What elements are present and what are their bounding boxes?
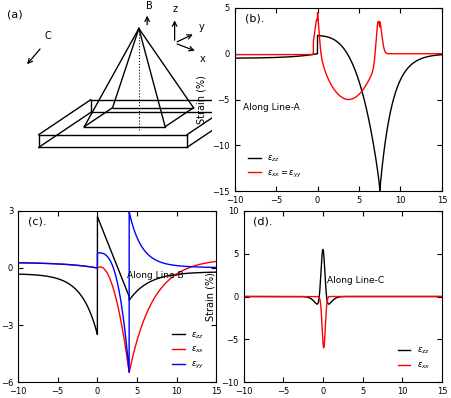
Text: Along Line-B: Along Line-B bbox=[127, 271, 184, 280]
Text: (b).: (b). bbox=[245, 14, 264, 23]
Text: x: x bbox=[199, 54, 205, 64]
Text: z: z bbox=[172, 4, 177, 14]
Text: (a): (a) bbox=[7, 10, 22, 20]
Text: y: y bbox=[198, 22, 204, 32]
Legend: $\varepsilon_{zz}$, $\varepsilon_{xx}$, $\varepsilon_{yy}$: $\varepsilon_{zz}$, $\varepsilon_{xx}$, … bbox=[169, 327, 208, 375]
Text: (c).: (c). bbox=[28, 216, 46, 226]
X-axis label: Z (nm): Z (nm) bbox=[322, 211, 355, 220]
Text: (d).: (d). bbox=[253, 216, 273, 226]
Text: C: C bbox=[45, 31, 51, 41]
Text: Along Line-C: Along Line-C bbox=[327, 276, 384, 285]
Legend: $\varepsilon_{zz}$, $\varepsilon_{xx}$: $\varepsilon_{zz}$, $\varepsilon_{xx}$ bbox=[395, 343, 434, 375]
Y-axis label: Strain (%): Strain (%) bbox=[206, 272, 216, 321]
Y-axis label: Strain (%): Strain (%) bbox=[197, 75, 207, 124]
Legend: $\varepsilon_{zz}$, $\varepsilon_{xx}$$=$$\varepsilon_{yy}$: $\varepsilon_{zz}$, $\varepsilon_{xx}$$=… bbox=[245, 150, 306, 183]
Text: B: B bbox=[146, 1, 152, 11]
Text: Along Line-A: Along Line-A bbox=[243, 103, 299, 112]
